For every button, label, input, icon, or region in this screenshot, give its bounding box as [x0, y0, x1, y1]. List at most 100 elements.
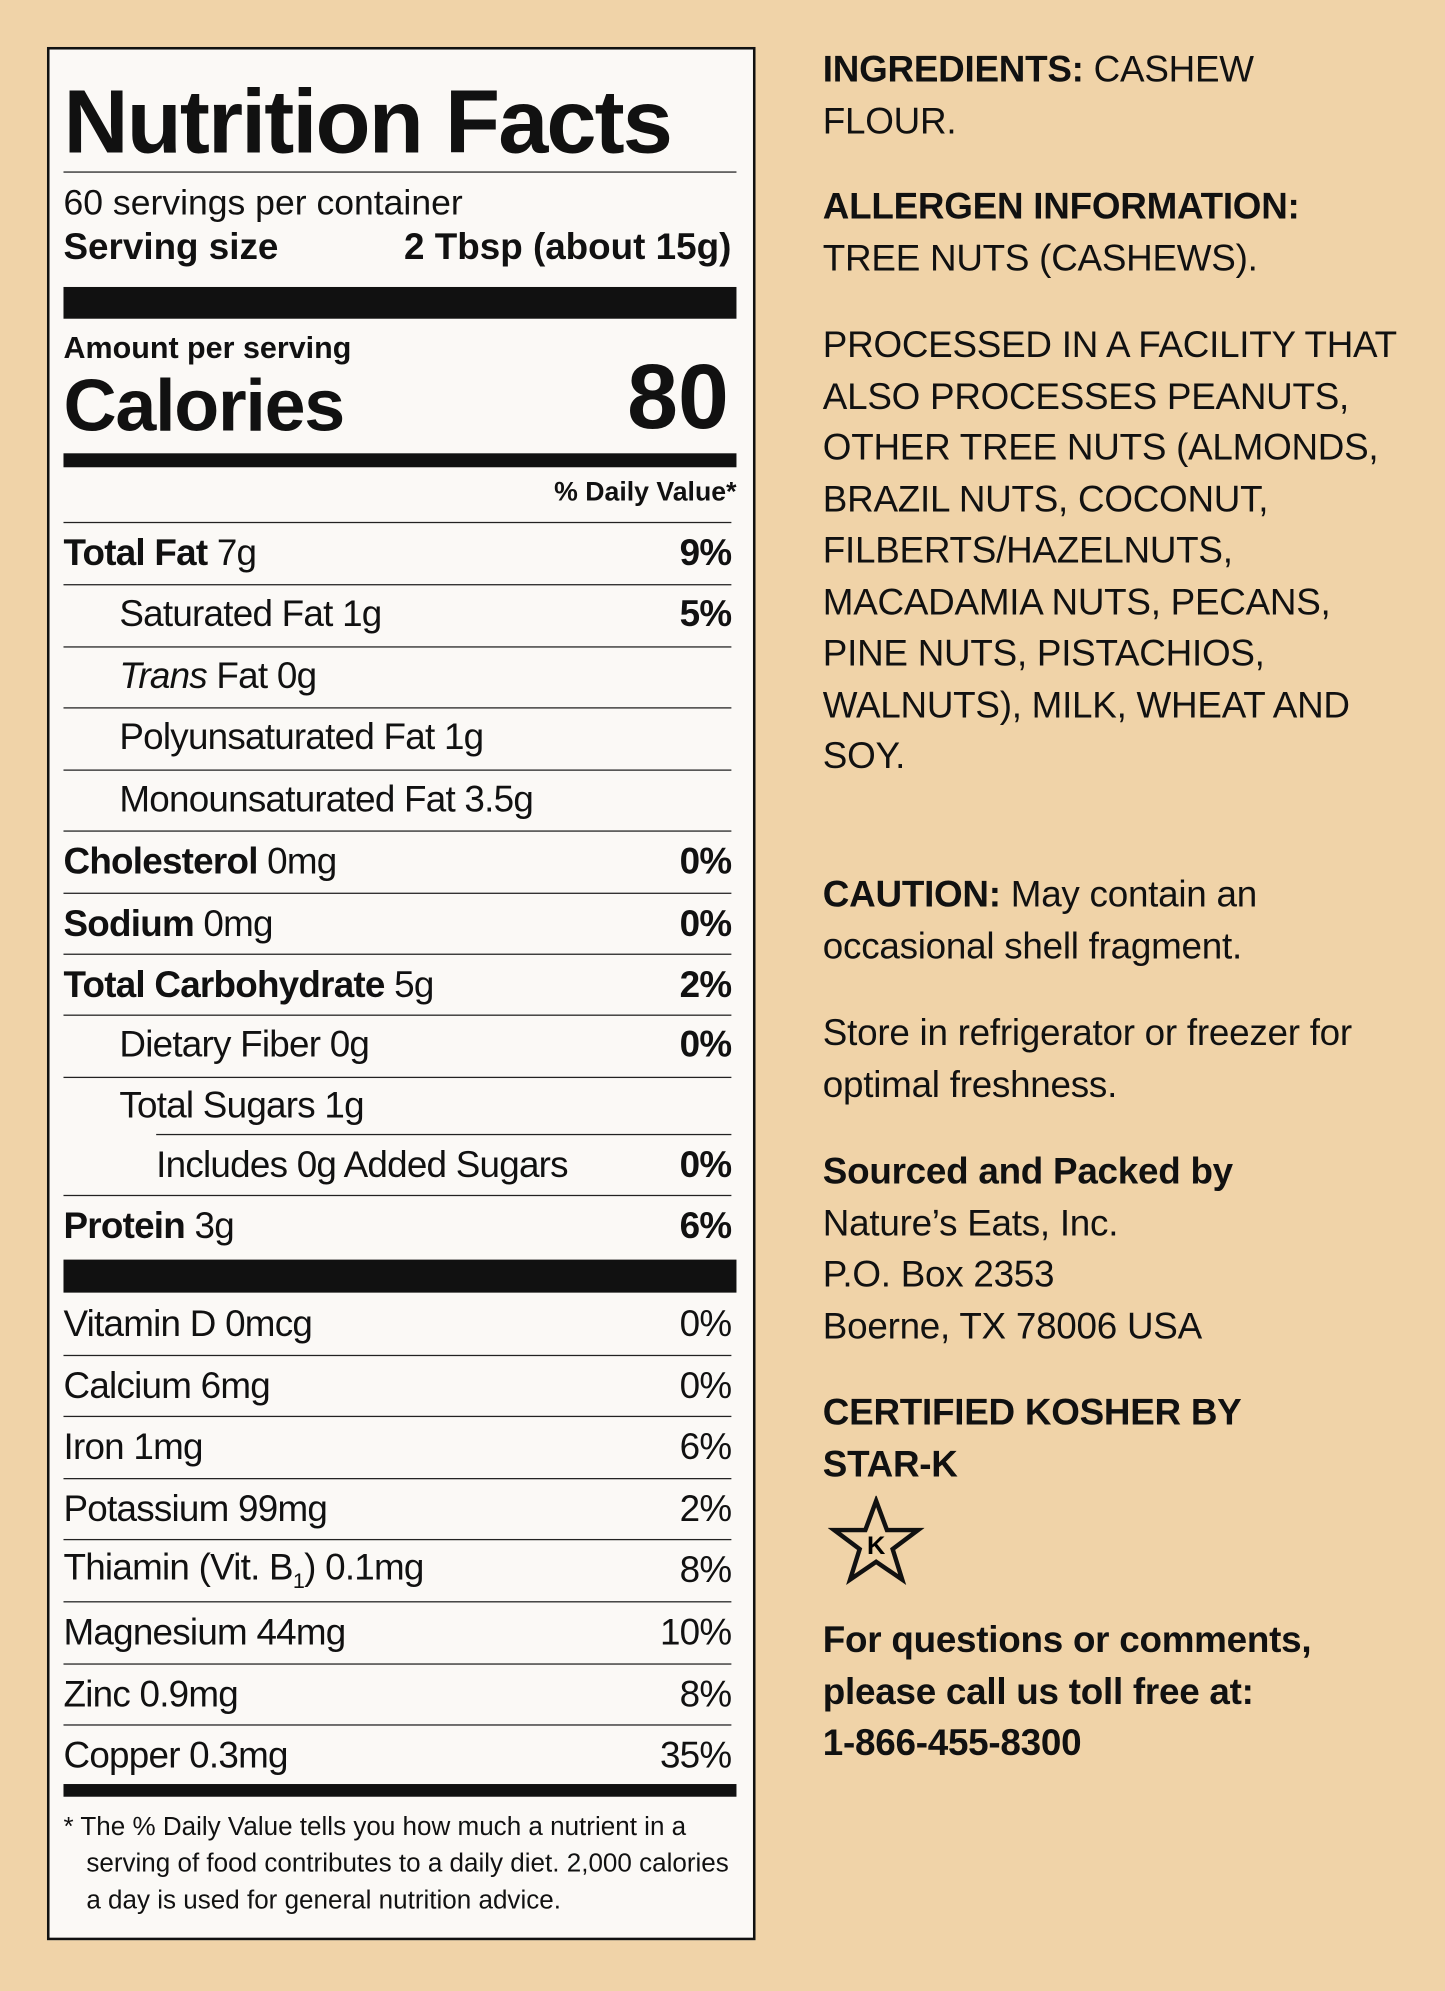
packer-company: Nature’s Eats, Inc. [822, 1203, 1119, 1244]
nutrient-label: Saturated Fat [119, 594, 333, 635]
packer-city: Boerne, TX 78006 USA [822, 1305, 1202, 1347]
nutrient-subscript: 1 [292, 1568, 305, 1593]
daily-value: 0% [679, 1024, 732, 1066]
nutrient-row: Total Fat 7g 9% [63, 521, 732, 584]
nutrient-amount: 0mcg [225, 1303, 313, 1345]
nutrient-amount: 0.1mg [325, 1547, 424, 1588]
servings: 60 servings per container [63, 182, 463, 223]
nutrient-name: Iron 1mg [63, 1426, 203, 1469]
nutrient-label: Total Carbohydrate [63, 964, 385, 1006]
nutrient-row: Protein 3g 6% [63, 1194, 732, 1257]
calories-value: 80 [627, 346, 729, 449]
nutrient-label: Copper [63, 1735, 180, 1776]
nutrient-name-italic: Trans [119, 656, 207, 698]
serving-size: Serving size 2 Tbsp (about 15g) [63, 227, 731, 269]
nutrient-row: Vitamin D 0mcg 0% [63, 1294, 732, 1355]
nutrient-label-end: ) [304, 1547, 316, 1588]
nutrient-name: Total Sugars 1g [119, 1085, 364, 1127]
nutrient-label: Total Fat [63, 532, 208, 574]
daily-value: 8% [679, 1674, 732, 1715]
nutrient-amount: 6mg [200, 1365, 271, 1407]
nutrient-label: Potassium [63, 1488, 229, 1530]
daily-value: 5% [679, 594, 732, 635]
nutrient-label: Vitamin D [63, 1303, 216, 1345]
nutrient-row: Thiamin (Vit. B1) 0.1mg 8% [63, 1538, 732, 1601]
allergen: ALLERGEN INFORMATION: TREE NUTS (CASHEWS)… [823, 182, 1401, 285]
storage: Store in refrigerator or freezer for opt… [822, 1013, 1352, 1106]
contact: For questions or comments, please call u… [822, 1620, 1312, 1713]
nutrient-label: Includes 0g Added Sugars [156, 1144, 568, 1186]
nutrient-name: Saturated Fat 1g [119, 594, 382, 636]
nutrient-label: Polyunsaturated Fat [119, 717, 435, 759]
packer-label: Sourced and Packed by [822, 1151, 1233, 1193]
daily-value: 9% [679, 532, 732, 574]
nutrient-row: Dietary Fiber 0g 0% [63, 1014, 732, 1076]
phone: 1-866-455-8300 [822, 1723, 1082, 1764]
calories-label: Calories [63, 364, 345, 447]
ingredients-label: INGREDIENTS: [822, 49, 1084, 91]
nutrient-row: Cholesterol 0mg 0% [63, 830, 732, 892]
nutrient-label: Calcium [63, 1365, 192, 1407]
nutrient-row: Magnesium 44mg 10% [63, 1601, 732, 1663]
daily-value: 2% [679, 1488, 732, 1530]
nutrient-row: Trans Fat 0g [63, 646, 732, 707]
amount-per-serving: Amount per serving [63, 331, 352, 366]
nutrient-name: Polyunsaturated Fat 1g [119, 717, 484, 759]
nutrient-row: Polyunsaturated Fat 1g [63, 707, 732, 768]
nutrient-row: Calcium 6mg 0% [63, 1354, 732, 1417]
packer: Sourced and Packed by Nature’s Eats, Inc.… [823, 1147, 1401, 1353]
nutrient-name: Cholesterol 0mg [63, 841, 337, 883]
daily-value: 10% [659, 1611, 732, 1653]
nutrient-name: Vitamin D 0mcg [63, 1303, 312, 1345]
nutrient-name: Total Carbohydrate 5g [63, 964, 434, 1006]
daily-value-header: % Daily Value* [554, 477, 737, 507]
nutrient-label: Thiamin (Vit. B [63, 1547, 293, 1588]
nutrient-amount: 3g [194, 1205, 234, 1247]
nutrient-name: Copper 0.3mg [63, 1735, 288, 1777]
nutrient-name: Includes 0g Added Sugars [156, 1145, 568, 1187]
daily-value: 2% [679, 964, 732, 1006]
nutrient-name: Total Fat 7g [63, 532, 257, 575]
daily-value: 0% [679, 903, 732, 945]
caution-label: CAUTION: [822, 874, 1001, 916]
star-k-letter: K [867, 1532, 886, 1560]
nutrient-amount: 5g [394, 964, 434, 1006]
nutrient-row: Total Carbohydrate 5g 2% [63, 953, 732, 1016]
nutrient-name: Trans Fat 0g [119, 656, 317, 698]
allergen-text: TREE NUTS (CASHEWS). [822, 238, 1258, 279]
nutrient-name: Potassium 99mg [63, 1489, 327, 1531]
nutrient-name: Sodium 0mg [63, 903, 273, 945]
daily-value: 0% [679, 841, 732, 882]
ingredients-text: CASHEW FLOUR. [822, 49, 1254, 142]
nutrient-row: Iron 1mg 6% [63, 1415, 732, 1478]
allergen-label: ALLERGEN INFORMATION: [822, 186, 1300, 228]
facility: PROCESSED IN A FACILITY THAT ALSO PROCES… [822, 325, 1397, 778]
caution-text: May contain an occasional shell fragment… [822, 874, 1257, 967]
star-k-logo: K [827, 1495, 925, 1586]
daily-value: 6% [679, 1205, 732, 1247]
daily-value: 0% [679, 1303, 732, 1345]
nutrient-label: Dietary Fiber [119, 1024, 321, 1066]
nutrient-amount: 44mg [256, 1611, 346, 1653]
nutrient-label: Iron [63, 1426, 124, 1468]
nutrient-amount: 99mg [238, 1488, 328, 1530]
serving-size-label: Serving size [63, 227, 279, 268]
nutrient-label: Sodium [63, 903, 194, 945]
nutrient-row: Saturated Fat 1g 5% [63, 584, 732, 645]
nutrient-amount: 1mg [133, 1426, 203, 1468]
nutrient-amount: 0mg [267, 841, 337, 882]
nutrient-row: Total Sugars 1g [63, 1076, 732, 1134]
daily-value: 35% [659, 1735, 732, 1776]
title: Nutrition Facts [63, 72, 672, 173]
nutrient-amount: 0.3mg [189, 1735, 288, 1776]
nutrient-amount: 7g [216, 532, 257, 574]
nutrient-label: Magnesium [63, 1611, 247, 1653]
thick-bar [63, 286, 737, 319]
nutrient-amount: 0.9mg [139, 1674, 239, 1715]
nutrient-amount: 1g [324, 1085, 364, 1126]
daily-value: 0% [679, 1144, 732, 1186]
nutrient-row: Monounsaturated Fat 3.5g [63, 769, 732, 830]
nutrition-panel [46, 46, 756, 1941]
